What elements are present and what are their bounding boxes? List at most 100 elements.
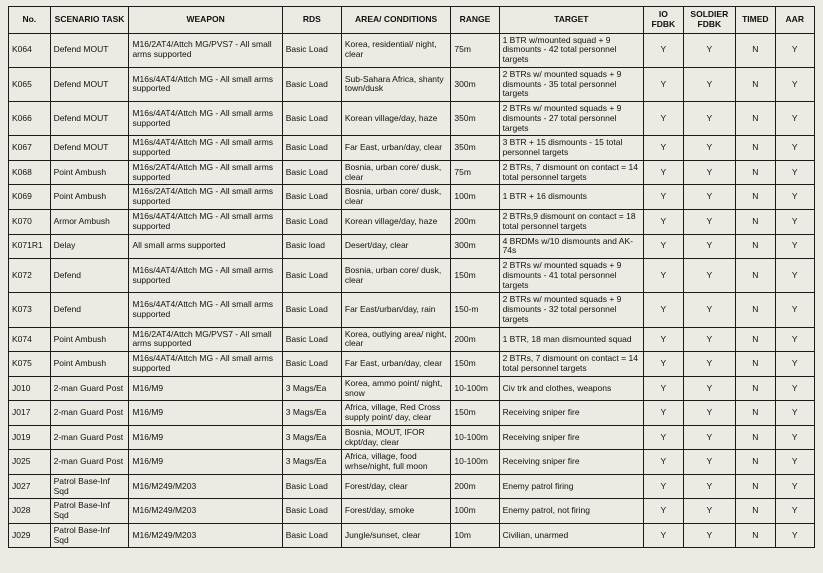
cell-area: Korea, residential/ night, clear xyxy=(341,33,451,67)
cell-soldier: Y xyxy=(683,102,736,136)
table-row: K071R1DelayAll small arms supportedBasic… xyxy=(9,234,815,259)
cell-rds: Basic Load xyxy=(282,136,341,161)
cell-timed: N xyxy=(736,234,775,259)
col-no: No. xyxy=(9,7,51,34)
cell-soldier: Y xyxy=(683,523,736,548)
cell-task: Armor Ambush xyxy=(50,210,129,235)
col-rds: RDS xyxy=(282,7,341,34)
cell-aar: Y xyxy=(775,185,814,210)
cell-no: J010 xyxy=(9,376,51,401)
cell-no: K064 xyxy=(9,33,51,67)
cell-range: 100m xyxy=(451,499,499,524)
cell-soldier: Y xyxy=(683,474,736,499)
cell-task: Point Ambush xyxy=(50,352,129,377)
cell-timed: N xyxy=(736,523,775,548)
cell-soldier: Y xyxy=(683,67,736,101)
table-row: J0102-man Guard PostM16/M93 Mags/EaKorea… xyxy=(9,376,815,401)
cell-io: Y xyxy=(644,210,683,235)
col-range: RANGE xyxy=(451,7,499,34)
cell-no: J028 xyxy=(9,499,51,524)
cell-area: Africa, village, food wrhse/night, full … xyxy=(341,450,451,475)
cell-rds: Basic Load xyxy=(282,523,341,548)
table-row: K066Defend MOUTM16s/4AT4/Attch MG - All … xyxy=(9,102,815,136)
cell-aar: Y xyxy=(775,376,814,401)
table-row: J0192-man Guard PostM16/M93 Mags/EaBosni… xyxy=(9,425,815,450)
cell-task: Patrol Base-Inf Sqd xyxy=(50,499,129,524)
cell-no: K067 xyxy=(9,136,51,161)
cell-task: Point Ambush xyxy=(50,160,129,185)
cell-timed: N xyxy=(736,160,775,185)
cell-area: Korean village/day, haze xyxy=(341,102,451,136)
cell-timed: N xyxy=(736,102,775,136)
cell-io: Y xyxy=(644,474,683,499)
cell-io: Y xyxy=(644,376,683,401)
cell-io: Y xyxy=(644,160,683,185)
cell-rds: Basic Load xyxy=(282,33,341,67)
cell-aar: Y xyxy=(775,499,814,524)
cell-rds: Basic Load xyxy=(282,259,341,293)
cell-target: 1 BTR + 16 dismounts xyxy=(499,185,644,210)
cell-weapon: M16/M249/M203 xyxy=(129,474,282,499)
cell-timed: N xyxy=(736,33,775,67)
cell-range: 10-100m xyxy=(451,450,499,475)
cell-range: 200m xyxy=(451,210,499,235)
cell-rds: Basic Load xyxy=(282,210,341,235)
cell-range: 10m xyxy=(451,523,499,548)
cell-aar: Y xyxy=(775,67,814,101)
cell-area: Far East, urban/day, clear xyxy=(341,136,451,161)
cell-aar: Y xyxy=(775,523,814,548)
cell-no: J017 xyxy=(9,401,51,426)
cell-soldier: Y xyxy=(683,401,736,426)
cell-target: Civ trk and clothes, weapons xyxy=(499,376,644,401)
cell-timed: N xyxy=(736,352,775,377)
cell-weapon: M16s/4AT4/Attch MG - All small arms supp… xyxy=(129,259,282,293)
cell-io: Y xyxy=(644,293,683,327)
cell-no: K075 xyxy=(9,352,51,377)
cell-timed: N xyxy=(736,67,775,101)
cell-aar: Y xyxy=(775,450,814,475)
cell-target: 1 BTR, 18 man dismounted squad xyxy=(499,327,644,352)
cell-area: Far East, urban/day, clear xyxy=(341,352,451,377)
cell-timed: N xyxy=(736,425,775,450)
cell-aar: Y xyxy=(775,102,814,136)
cell-io: Y xyxy=(644,67,683,101)
cell-no: J019 xyxy=(9,425,51,450)
cell-area: Korea, ammo point/ night, snow xyxy=(341,376,451,401)
cell-weapon: M16s/4AT4/Attch MG - All small arms supp… xyxy=(129,67,282,101)
col-soldier: SOLDIER FDBK xyxy=(683,7,736,34)
cell-task: 2-man Guard Post xyxy=(50,425,129,450)
cell-area: Korea, outlying area/ night, clear xyxy=(341,327,451,352)
cell-weapon: M16s/2AT4/Attch MG - All small arms supp… xyxy=(129,160,282,185)
cell-range: 75m xyxy=(451,33,499,67)
cell-target: 2 BTRs,9 dismount on contact = 18 total … xyxy=(499,210,644,235)
cell-weapon: M16/2AT4/Attch MG/PVS7 - All small arms … xyxy=(129,33,282,67)
cell-weapon: M16s/4AT4/Attch MG - All small arms supp… xyxy=(129,102,282,136)
cell-io: Y xyxy=(644,234,683,259)
cell-area: Jungle/sunset, clear xyxy=(341,523,451,548)
cell-range: 100m xyxy=(451,185,499,210)
cell-aar: Y xyxy=(775,136,814,161)
cell-timed: N xyxy=(736,293,775,327)
cell-task: Point Ambush xyxy=(50,327,129,352)
cell-timed: N xyxy=(736,499,775,524)
cell-task: Patrol Base-Inf Sqd xyxy=(50,523,129,548)
cell-rds: Basic Load xyxy=(282,185,341,210)
cell-io: Y xyxy=(644,499,683,524)
cell-target: 3 BTR + 15 dismounts - 15 total personne… xyxy=(499,136,644,161)
cell-target: 2 BTRs w/ mounted squads + 9 dismounts -… xyxy=(499,293,644,327)
cell-area: Far East/urban/day, rain xyxy=(341,293,451,327)
cell-range: 200m xyxy=(451,474,499,499)
table-row: K070Armor AmbushM16s/4AT4/Attch MG - All… xyxy=(9,210,815,235)
table-row: K065Defend MOUTM16s/4AT4/Attch MG - All … xyxy=(9,67,815,101)
cell-soldier: Y xyxy=(683,293,736,327)
cell-rds: 3 Mags/Ea xyxy=(282,450,341,475)
cell-aar: Y xyxy=(775,293,814,327)
cell-target: 2 BTRs, 7 dismount on contact = 14 total… xyxy=(499,352,644,377)
cell-soldier: Y xyxy=(683,185,736,210)
cell-target: Receiving sniper fire xyxy=(499,401,644,426)
table-row: K073DefendM16s/4AT4/Attch MG - All small… xyxy=(9,293,815,327)
table-row: K069Point AmbushM16s/2AT4/Attch MG - All… xyxy=(9,185,815,210)
cell-rds: 3 Mags/Ea xyxy=(282,401,341,426)
col-area: AREA/ CONDITIONS xyxy=(341,7,451,34)
cell-area: Forest/day, smoke xyxy=(341,499,451,524)
